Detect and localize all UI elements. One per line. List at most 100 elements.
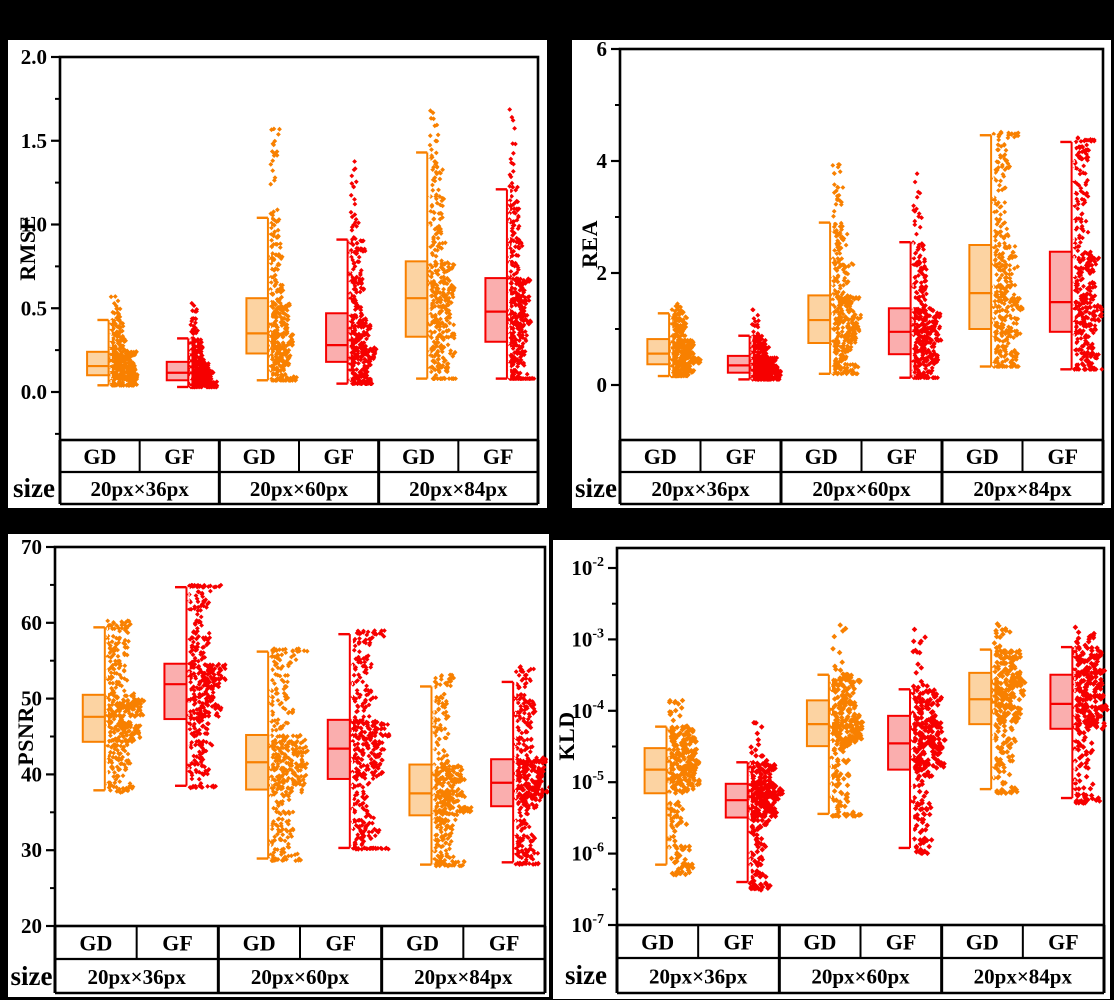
y-tick-label: 0.5 <box>21 296 47 320</box>
box <box>163 662 188 721</box>
scatter-points <box>1071 135 1105 372</box>
box <box>408 763 433 817</box>
group-rea-GD-0 <box>646 301 703 379</box>
table-header-gf-1: GF <box>164 444 195 469</box>
y-tick-label: 10-7 <box>571 912 604 937</box>
scatter-points <box>347 159 379 386</box>
box <box>968 244 993 330</box>
table-header-gf-5: GF <box>489 931 520 956</box>
scatter-points <box>830 162 864 377</box>
size-row-label-rmse: size <box>13 473 55 503</box>
scatter-points <box>186 582 228 791</box>
group-psnr-GF-5 <box>490 664 549 867</box>
table-header-gd-2: GD <box>805 444 838 469</box>
scatter-points <box>991 129 1025 369</box>
y-tick-label: 1.5 <box>21 129 47 153</box>
table-size-1: 20px×60px <box>251 965 350 989</box>
box <box>1048 250 1073 333</box>
group-rmse-GD-0 <box>86 294 140 388</box>
scatter-points <box>910 171 944 381</box>
scatter-points <box>105 618 147 795</box>
table-size-0: 20px×36px <box>88 965 187 989</box>
y-tick-label: 0.0 <box>21 380 47 404</box>
chart-kld: 10-2 10-3 10-4 10-5 10-6 10-7 GD GF GD GF GD GF 20px… <box>571 546 1110 995</box>
scatter-points <box>1072 624 1110 806</box>
x-table: GD GF GD GF GD GF 20px×36px 20px×60px 20px×84px <box>53 926 547 995</box>
scatter-points <box>747 719 786 893</box>
scatter-points <box>828 622 866 819</box>
table-header-gf-1: GF <box>723 930 754 955</box>
table-size-1: 20px×60px <box>811 965 910 989</box>
table-header-gd-0: GD <box>83 444 116 469</box>
table-header-gf-1: GF <box>725 444 756 469</box>
table-size-2: 20px×84px <box>973 477 1072 501</box>
y-tick-label: 20 <box>21 914 42 938</box>
group-kld-GD-0 <box>643 697 702 878</box>
table-header-gf-5: GF <box>483 444 514 469</box>
box <box>484 277 508 343</box>
table-header-gf-1: GF <box>162 931 193 956</box>
y-tick-label: 10-2 <box>571 555 604 580</box>
table-header-gd-0: GD <box>641 930 674 955</box>
group-psnr-GF-1 <box>163 582 228 791</box>
scatter-points <box>507 107 537 381</box>
chart-rea: 0 2 4 6 GD GF GD GF GD GF 20px×36px 20px×60px 20px×8… <box>597 40 1105 506</box>
group-kld-GF-1 <box>724 719 786 893</box>
table-header-gd-4: GD <box>966 444 999 469</box>
scatter-points <box>749 307 783 382</box>
table-header-gd-4: GD <box>402 444 435 469</box>
y-tick-label: 10-4 <box>571 698 604 723</box>
table-header-gf-3: GF <box>324 444 355 469</box>
group-rea-GF-3 <box>887 171 944 381</box>
table-size-1: 20px×60px <box>812 477 911 501</box>
table-header-gd-2: GD <box>243 931 276 956</box>
group-kld-GF-3 <box>887 626 948 857</box>
table-header-gd-2: GD <box>803 930 836 955</box>
group-kld-GD-4 <box>968 621 1028 796</box>
y-axis: 0.0 0.5 1.0 1.5 2.0 <box>21 45 60 435</box>
group-psnr-GD-4 <box>408 672 474 869</box>
group-rea-GF-5 <box>1048 135 1105 372</box>
size-row-label-psnr: size <box>10 961 53 991</box>
x-table: GD GF GD GF GD GF 20px×36px 20px×60px 20px×84px <box>58 440 540 506</box>
y-tick-label: 10-3 <box>571 626 604 651</box>
group-rmse-GD-2 <box>245 126 299 383</box>
y-tick-label: 4 <box>597 149 608 173</box>
box <box>726 354 751 374</box>
size-row-label-rea: size <box>575 473 617 503</box>
scatter-points <box>991 621 1028 796</box>
box <box>1049 673 1074 730</box>
group-rmse-GD-4 <box>404 108 458 382</box>
y-tick-label: 70 <box>21 535 42 559</box>
group-psnr-GD-2 <box>245 646 310 864</box>
box <box>646 338 671 366</box>
box <box>245 297 269 355</box>
table-header-gf-5: GF <box>1048 930 1079 955</box>
group-rea-GF-1 <box>726 307 783 382</box>
y-tick-label: 30 <box>21 838 42 862</box>
box <box>81 693 106 743</box>
group-psnr-GD-0 <box>81 618 147 795</box>
group-rmse-GF-1 <box>165 300 220 390</box>
table-size-0: 20px×36px <box>651 477 750 501</box>
group-psnr-GF-3 <box>326 628 392 852</box>
table-header-gf-3: GF <box>886 930 917 955</box>
scatter-points <box>268 126 299 383</box>
y-tick-label: 6 <box>597 40 608 61</box>
group-kld-GF-5 <box>1049 624 1110 806</box>
x-table: GD GF GD GF GD GF 20px×36px 20px×60px 20px×84px <box>618 440 1105 506</box>
y-tick-label: 50 <box>21 687 42 711</box>
y-tick-label: 0 <box>597 373 608 397</box>
scatter-points <box>427 108 458 382</box>
table-size-2: 20px×84px <box>414 965 513 989</box>
table-header-gd-4: GD <box>406 931 439 956</box>
scatter-points <box>108 294 140 388</box>
table-size-0: 20px×36px <box>649 965 748 989</box>
table-size-2: 20px×84px <box>974 965 1073 989</box>
table-size-0: 20px×36px <box>91 477 190 501</box>
plot-frame <box>618 47 1105 442</box>
panel-rea: 0 2 4 6 GD GF GD GF GD GF 20px×36px 20px×60px 20px×8… <box>572 40 1111 508</box>
scatter-points <box>188 300 220 390</box>
table-header-gd-0: GD <box>79 931 112 956</box>
scatter-points <box>268 646 310 864</box>
